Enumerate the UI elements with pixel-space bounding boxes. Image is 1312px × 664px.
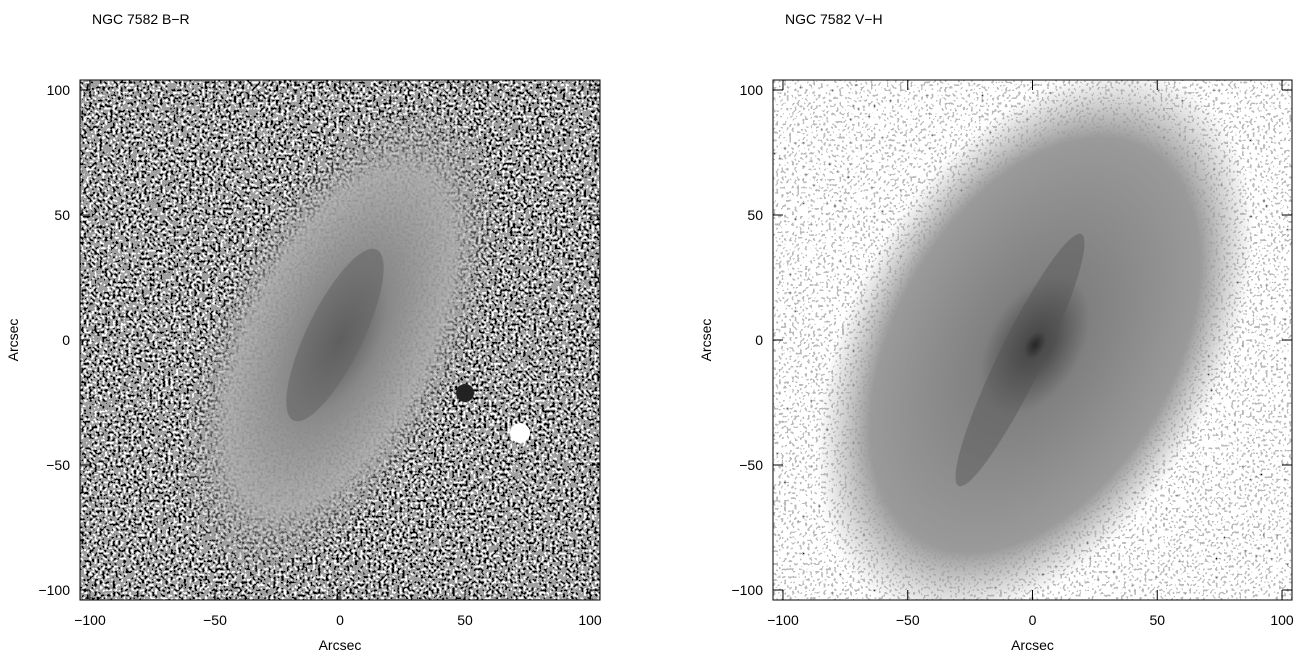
- x-tick-label: −50: [203, 612, 227, 628]
- x-tick-label: 50: [1149, 612, 1165, 628]
- panel-title: NGC 7582 V−H: [785, 11, 883, 27]
- y-tick-label: 0: [62, 332, 70, 348]
- y-tick-label: −100: [38, 582, 70, 598]
- y-axis-label: Arcsec: [5, 319, 21, 362]
- x-tick-label: 0: [336, 612, 344, 628]
- panel-title: NGC 7582 B−R: [92, 11, 190, 27]
- y-tick-label: −50: [46, 457, 70, 473]
- y-tick-label: 100: [740, 82, 764, 98]
- x-axis-label: Arcsec: [319, 637, 362, 653]
- x-tick-label: 100: [1270, 612, 1294, 628]
- x-axis-label: Arcsec: [1011, 637, 1054, 653]
- x-tick-label: 0: [1029, 612, 1037, 628]
- x-tick-label: −100: [74, 612, 106, 628]
- y-tick-label: −50: [739, 457, 763, 473]
- y-tick-label: −100: [731, 582, 763, 598]
- image-panel: [773, 80, 1292, 600]
- y-tick-label: 100: [47, 82, 71, 98]
- x-tick-label: −100: [767, 612, 799, 628]
- x-tick-label: 50: [457, 612, 473, 628]
- image-panel: [80, 80, 600, 600]
- y-axis-label: Arcsec: [698, 319, 714, 362]
- y-tick-label: 50: [747, 207, 763, 223]
- x-tick-label: −50: [896, 612, 920, 628]
- y-tick-label: 0: [755, 332, 763, 348]
- x-tick-label: 100: [578, 612, 602, 628]
- y-tick-label: 50: [54, 207, 70, 223]
